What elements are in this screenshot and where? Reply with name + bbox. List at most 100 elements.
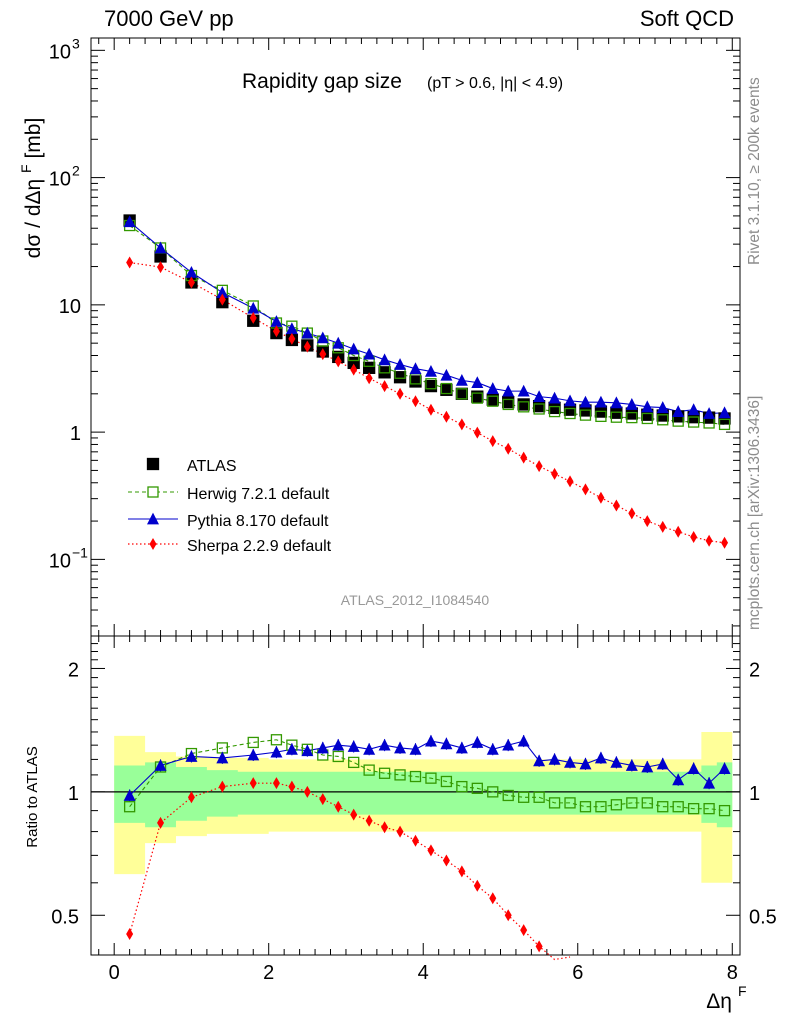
y-tick-label: 1	[70, 423, 81, 445]
pythia-point	[533, 390, 546, 403]
pythia-ratio-point	[517, 734, 530, 747]
herwig-ratio-point	[672, 801, 684, 813]
herwig-point	[579, 409, 592, 421]
herwig-point	[595, 410, 607, 423]
atlas-point	[517, 398, 530, 411]
herwig-ratio-point	[579, 801, 592, 813]
y-tick-label-exp: 2	[72, 163, 80, 179]
pythia-point	[502, 384, 515, 397]
herwig-point	[518, 401, 530, 413]
herwig-ratio-point	[440, 775, 453, 788]
pythia-point	[641, 400, 654, 413]
herwig-point	[626, 411, 638, 424]
sherpa-ratio-point	[319, 793, 327, 806]
herwig-point	[564, 407, 576, 420]
sherpa-point	[566, 475, 574, 488]
sherpa-ratio-point	[288, 780, 296, 793]
sherpa-ratio-point	[412, 834, 419, 847]
sherpa-ratio-point	[334, 800, 342, 813]
herwig-ratio-point	[657, 801, 669, 813]
pythia-point	[703, 407, 716, 419]
sherpa-point	[427, 403, 435, 416]
sherpa-point	[551, 467, 559, 480]
sherpa-ratio-point	[272, 777, 280, 790]
herwig-ratio-point	[471, 782, 483, 794]
pythia-point	[347, 342, 360, 355]
pythia-point	[687, 403, 700, 416]
sherpa-ratio-point	[218, 780, 226, 793]
sherpa-point	[489, 435, 497, 448]
pythia-ratio-point	[579, 757, 592, 770]
sherpa-point	[473, 426, 481, 439]
pythia-ratio-point	[424, 734, 437, 747]
ratio-y-tick-label: 1	[68, 783, 79, 805]
sherpa-line	[129, 261, 725, 544]
ratio-band-inner	[114, 762, 733, 828]
x-tick-label: 0	[109, 962, 120, 984]
pythia-point	[216, 286, 229, 298]
y-axis-ratio: 2 1 0.5 2 1 0.5 Ratio to ATLAS	[24, 643, 777, 956]
sherpa-ratio-point	[350, 808, 358, 821]
legend-marker-sherpa	[149, 538, 157, 550]
analysis-id: ATLAS_2012_I1084540	[341, 592, 490, 608]
sherpa-point	[187, 276, 195, 289]
sherpa-point	[350, 363, 358, 376]
sherpa-point	[157, 261, 165, 274]
sherpa-point	[458, 418, 466, 431]
sherpa-ratio-point	[427, 844, 435, 857]
ratio-y-tick-label-right: 2	[749, 659, 760, 681]
ratio-y-tick-label-right: 0.5	[749, 906, 777, 928]
pythia-ratio-point	[548, 753, 561, 765]
pythia-point	[517, 384, 530, 397]
herwig-ratio-point	[626, 797, 638, 809]
sherpa-point	[249, 311, 257, 324]
sherpa-ratio-point	[249, 777, 257, 790]
pythia-point	[363, 347, 376, 360]
herwig-ratio-point	[718, 804, 731, 817]
pythia-ratio-point	[347, 740, 360, 752]
side-label-rivet: Rivet 3.1.10, ≥ 200k events	[746, 77, 763, 265]
herwig-ratio-point	[518, 791, 530, 803]
pythia-ratio-point	[625, 759, 638, 771]
sherpa-point	[319, 348, 327, 361]
header-energy: 7000 GeV pp	[104, 6, 234, 31]
pythia-point	[185, 265, 198, 278]
x-axis-label-sup: F	[738, 983, 747, 999]
herwig-ratio-point	[564, 797, 576, 809]
pythia-point	[424, 364, 437, 377]
pythia-point	[548, 391, 561, 404]
herwig-ratio-point	[332, 750, 344, 763]
herwig-ratio-point	[394, 769, 406, 781]
pythia-ratio-point	[378, 738, 391, 751]
sherpa-ratio-point	[303, 785, 311, 798]
main-series	[123, 214, 731, 549]
pythia-ratio-point	[409, 742, 422, 755]
pythia-point	[471, 376, 484, 388]
pythia-point	[394, 358, 407, 370]
x-axis: 0 2 4 6 8 Δη F	[98, 38, 747, 1013]
atlas-point	[532, 399, 546, 413]
herwig-point	[440, 382, 453, 395]
sherpa-ratio-point	[365, 814, 373, 827]
pythia-ratio-point	[123, 789, 136, 801]
sherpa-ratio-point	[535, 940, 543, 953]
herwig-ratio-point	[687, 803, 700, 815]
sherpa-point	[504, 442, 512, 455]
atlas-point	[455, 387, 469, 400]
pythia-ratio-point	[316, 741, 329, 754]
header-process: Soft QCD	[639, 6, 734, 31]
pythia-point	[440, 368, 453, 381]
pythia-ratio-point	[363, 742, 376, 755]
sherpa-point	[126, 256, 134, 269]
herwig-line	[129, 225, 725, 425]
y-tick-label-exp: −1	[72, 544, 88, 560]
herwig-ratio-point	[533, 791, 545, 803]
sherpa-ratio-point	[396, 825, 404, 838]
sherpa-point	[690, 530, 698, 543]
legend: ATLAS Herwig 7.2.1 default Pythia 8.170 de…	[128, 457, 332, 555]
pythia-ratio-point	[672, 773, 685, 786]
pythia-ratio-point	[703, 776, 716, 789]
herwig-ratio-point	[247, 736, 259, 749]
pythia-ratio-point	[533, 754, 546, 767]
